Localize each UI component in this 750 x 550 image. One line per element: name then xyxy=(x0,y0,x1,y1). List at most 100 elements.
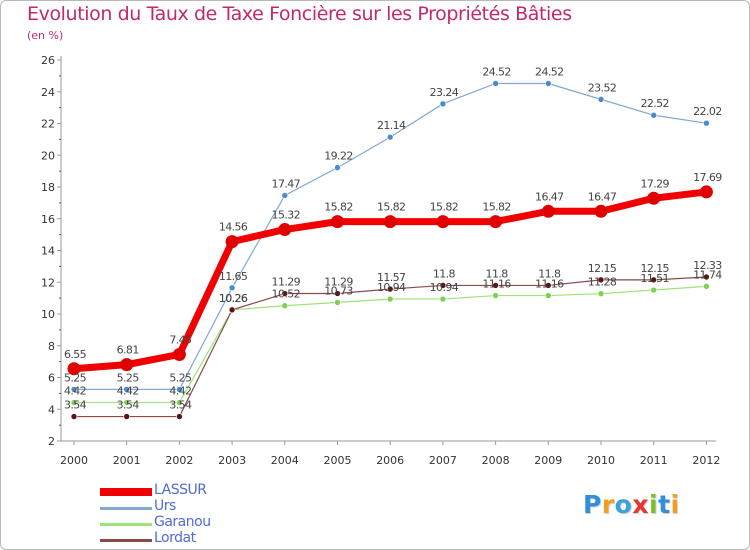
data-label-urs: 5.25 xyxy=(169,371,192,384)
data-point-urs xyxy=(439,100,447,108)
data-point-urs xyxy=(650,111,658,119)
data-point-garanou xyxy=(703,283,710,290)
data-point-garanou xyxy=(544,292,552,299)
data-label-urs: 22.52 xyxy=(640,97,669,110)
data-label-urs: 5.25 xyxy=(117,371,140,384)
data-point-lordat xyxy=(176,413,183,420)
data-label-lassur: 15.32 xyxy=(272,209,301,222)
data-point-garanou xyxy=(281,302,289,310)
data-label-lassur: 14.56 xyxy=(219,221,248,234)
data-point-garanou xyxy=(439,295,447,303)
x-tick-label: 2005 xyxy=(324,454,352,467)
data-label-urs: 21.14 xyxy=(377,119,406,132)
proxiti-logo: Proxiti xyxy=(583,490,680,519)
y-tick-label: 14 xyxy=(41,245,55,258)
y-tick-label: 4 xyxy=(48,403,55,416)
data-label-garanou: 11.16 xyxy=(482,278,511,291)
data-label-garanou: 10.26 xyxy=(219,292,248,305)
data-point-lassur xyxy=(699,185,713,199)
data-point-garanou xyxy=(176,399,183,406)
data-label-lordat: 10.26 xyxy=(219,292,248,305)
x-tick-label: 2008 xyxy=(482,454,510,467)
legend-label: Urs xyxy=(154,498,176,514)
data-point-garanou xyxy=(597,290,605,297)
data-point-urs xyxy=(597,96,605,103)
data-label-urs: 5.25 xyxy=(64,371,87,384)
data-label-garanou: 4.42 xyxy=(64,385,86,398)
y-tick-label: 16 xyxy=(41,213,55,226)
data-point-urs xyxy=(176,386,183,393)
y-axis-unit-label: (en %) xyxy=(27,29,64,42)
data-label-urs: 19.22 xyxy=(324,150,353,163)
data-label-lordat: 12.33 xyxy=(693,259,722,272)
data-label-garanou: 11.28 xyxy=(588,276,617,289)
y-tick-label: 6 xyxy=(48,372,55,385)
data-label-urs: 24.52 xyxy=(535,65,564,78)
data-label-lassur: 6.81 xyxy=(117,344,139,357)
x-tick-label: 2011 xyxy=(640,454,668,467)
data-point-lassur xyxy=(541,204,555,218)
data-point-lordat xyxy=(544,282,552,289)
data-point-lassur xyxy=(647,191,661,205)
data-point-lassur xyxy=(383,215,397,229)
data-label-urs: 23.24 xyxy=(430,86,459,99)
data-point-urs xyxy=(386,133,394,141)
data-point-urs xyxy=(123,386,130,393)
data-point-garanou xyxy=(70,399,78,406)
x-tick-label: 2002 xyxy=(165,454,193,467)
data-point-urs xyxy=(492,80,499,87)
data-point-lassur xyxy=(331,215,344,229)
data-label-garanou: 4.42 xyxy=(169,385,191,398)
data-point-lassur xyxy=(67,362,81,376)
legend-label: Garanou xyxy=(154,514,211,530)
data-label-lordat: 11.8 xyxy=(433,267,456,280)
data-label-garanou: 10.73 xyxy=(324,284,353,297)
data-label-lassur: 15.82 xyxy=(482,201,511,214)
data-point-lordat xyxy=(123,413,130,420)
data-label-lassur: 17.69 xyxy=(693,171,722,184)
data-label-lordat: 12.15 xyxy=(588,262,617,275)
legend-label: LASSUR xyxy=(154,482,207,498)
x-tick-label: 2006 xyxy=(376,454,404,467)
data-label-lassur: 15.82 xyxy=(430,201,459,214)
data-point-urs xyxy=(281,192,289,199)
data-label-lordat: 3.54 xyxy=(169,399,192,412)
data-label-garanou: 10.94 xyxy=(377,281,406,294)
data-label-urs: 22.02 xyxy=(693,105,722,118)
data-label-lassur: 16.47 xyxy=(588,190,617,203)
y-tick-label: 24 xyxy=(41,86,55,99)
chart-title: Evolution du Taux de Taxe Foncière sur l… xyxy=(27,3,572,25)
x-tick-label: 2012 xyxy=(692,454,720,467)
legend-swatch xyxy=(100,488,152,496)
data-point-lassur xyxy=(489,215,503,229)
data-label-lordat: 11.29 xyxy=(272,276,301,289)
x-tick-label: 2001 xyxy=(113,454,141,467)
data-point-lordat xyxy=(334,290,341,297)
data-label-urs: 23.52 xyxy=(588,81,617,94)
data-label-garanou: 11.16 xyxy=(535,278,564,291)
data-point-lordat xyxy=(703,273,710,281)
data-point-garanou xyxy=(386,295,394,303)
data-point-lassur xyxy=(436,215,450,229)
data-label-garanou: 10.94 xyxy=(430,281,459,294)
data-point-lordat xyxy=(439,282,447,289)
legend-swatch xyxy=(100,539,152,542)
data-point-lordat xyxy=(70,413,78,420)
data-label-garanou: 4.42 xyxy=(117,385,139,398)
data-point-lordat xyxy=(281,290,289,297)
y-tick-label: 8 xyxy=(48,340,55,353)
data-label-lassur: 15.82 xyxy=(324,201,353,214)
y-tick-label: 12 xyxy=(41,276,55,289)
data-point-lassur xyxy=(172,347,186,361)
x-tick-label: 2009 xyxy=(534,454,562,467)
data-label-lordat: 3.54 xyxy=(64,399,87,412)
x-tick-label: 2007 xyxy=(429,454,457,467)
data-label-garanou: 10.52 xyxy=(272,288,301,301)
legend-swatch xyxy=(100,507,152,510)
y-tick-label: 22 xyxy=(41,118,55,131)
data-point-lassur xyxy=(594,204,608,218)
y-tick-label: 26 xyxy=(41,54,55,67)
data-label-lordat: 3.54 xyxy=(117,399,140,412)
x-tick-label: 2003 xyxy=(218,454,246,467)
data-label-garanou: 11.74 xyxy=(693,268,722,281)
